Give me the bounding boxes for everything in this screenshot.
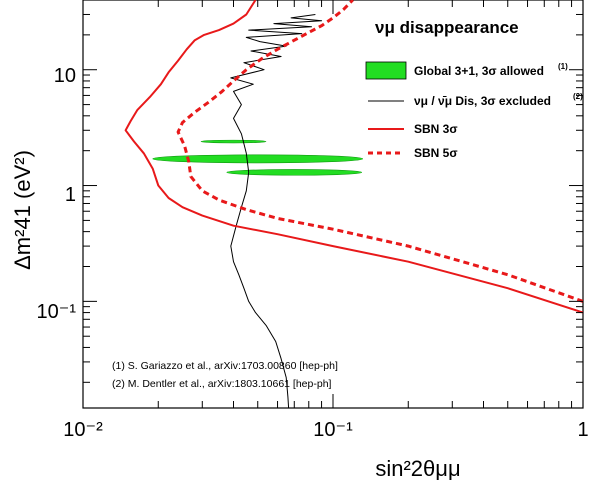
legend-title: νμ disappearance bbox=[375, 18, 519, 37]
reference-note-1: (1) S. Gariazzo et al., arXiv:1703.00860… bbox=[112, 360, 338, 372]
legend-label-global-allowed: Global 3+1, 3σ allowed bbox=[414, 64, 544, 78]
x-axis-title: sin²2θμμ bbox=[375, 456, 460, 481]
legend-label-sbn-3sigma: SBN 3σ bbox=[414, 122, 458, 136]
plot-frame bbox=[82, 0, 584, 409]
reference-note-2: (2) M. Dentler et al., arXiv:1803.10661 … bbox=[112, 378, 332, 390]
x-tick-label-3: 1 bbox=[577, 419, 588, 441]
legend-label-sbn-5sigma: SBN 5σ bbox=[414, 146, 458, 160]
legend-label-dis-excluded: νμ / ν̄μ Dis, 3σ excluded bbox=[414, 94, 551, 108]
sbn-3sigma-curve bbox=[124, 0, 583, 314]
legend-swatch-global-allowed bbox=[365, 61, 407, 80]
allowed-region-2 bbox=[152, 154, 364, 164]
allowed-region-1 bbox=[200, 139, 267, 144]
y-tick-label-3: 10 bbox=[54, 65, 76, 87]
y-tick-label-2: 1 bbox=[65, 184, 76, 206]
y-axis-title: Δm²41 (eV²) bbox=[10, 150, 35, 270]
dis-excluded-curve bbox=[230, 14, 323, 408]
y-tick-label-1: 10⁻¹ bbox=[37, 301, 77, 323]
allowed-region-3 bbox=[226, 169, 363, 176]
legend: νμ disappearance Global 3+1, 3σ allowed … bbox=[365, 18, 583, 160]
legend-note-dis-excluded: (2) bbox=[573, 92, 583, 101]
x-tick-label-2: 10⁻¹ bbox=[313, 419, 353, 441]
sbn-5sigma-curve bbox=[176, 0, 583, 303]
legend-note-global-allowed: (1) bbox=[558, 62, 568, 71]
x-tick-label-1: 10⁻² bbox=[63, 419, 103, 441]
